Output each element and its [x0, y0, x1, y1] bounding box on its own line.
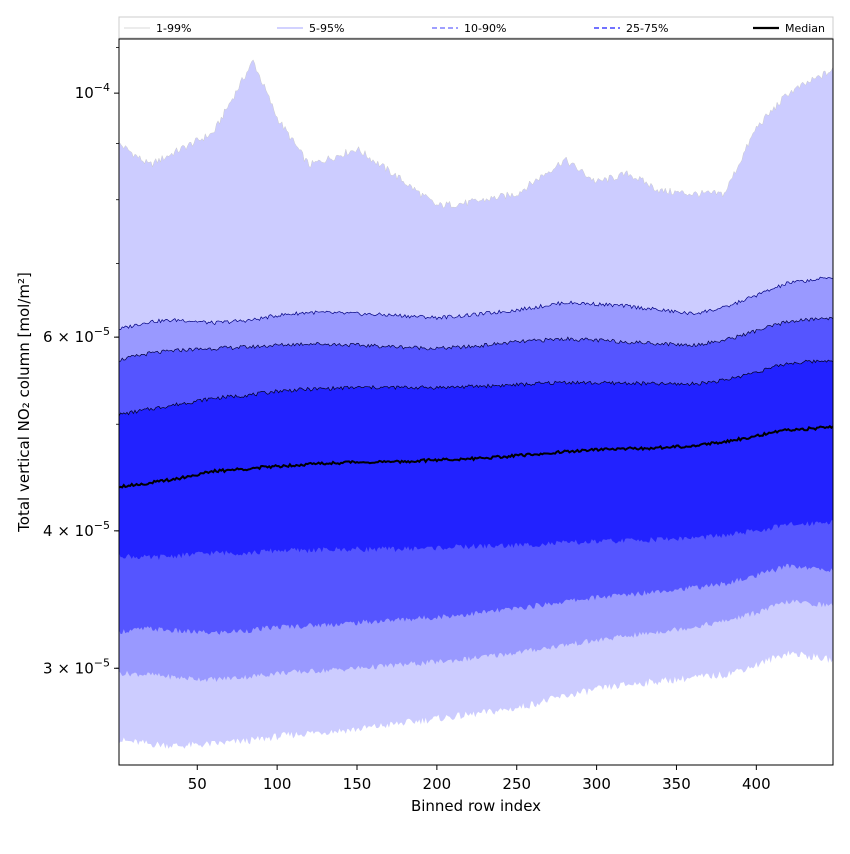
x-tick-label: 350 — [662, 775, 691, 793]
legend-label: 1-99% — [156, 22, 191, 35]
band-upper-line-5-95% — [119, 276, 833, 330]
y-tick-label: 6 × 10−5 — [43, 325, 110, 346]
y-tick-label: 3 × 10−5 — [43, 656, 110, 677]
x-tick-label: 300 — [582, 775, 611, 793]
x-tick-label: 400 — [742, 775, 771, 793]
legend-label: 10-90% — [464, 22, 506, 35]
x-tick-label: 250 — [502, 775, 531, 793]
series-line-median — [119, 424, 833, 489]
y-axis: 10−4 6 × 10−5 4 × 10−5 3 × 10−5 — [43, 47, 119, 677]
y-tick-label: 10−4 — [75, 81, 110, 102]
x-axis: 50 100 150 200 250 300 350 400 — [188, 765, 771, 793]
lines-layer — [119, 59, 833, 489]
legend-frame — [118, 16, 834, 39]
band-upper-line-10-90% — [119, 316, 833, 362]
x-tick-label: 150 — [343, 775, 372, 793]
legend-label: 25-75% — [626, 22, 668, 35]
y-axis-label: Total vertical NO₂ column [mol/m²] — [15, 272, 33, 533]
x-axis-label: Binned row index — [411, 797, 541, 815]
x-tick-label: 100 — [263, 775, 292, 793]
x-tick-label: 50 — [188, 775, 207, 793]
band-25-75% — [119, 360, 833, 560]
x-tick-label: 200 — [423, 775, 452, 793]
band-upper-line-25-75% — [119, 359, 833, 417]
legend: 1-99% 5-95% 10-90% 25-75% Median — [118, 16, 834, 39]
y-tick-label: 4 × 10−5 — [43, 519, 110, 540]
legend-label: Median — [785, 22, 825, 35]
band-upper-line-1-99% — [119, 59, 833, 209]
legend-label: 5-95% — [309, 22, 344, 35]
plot-frame — [118, 38, 834, 766]
bands-layer — [119, 59, 833, 749]
